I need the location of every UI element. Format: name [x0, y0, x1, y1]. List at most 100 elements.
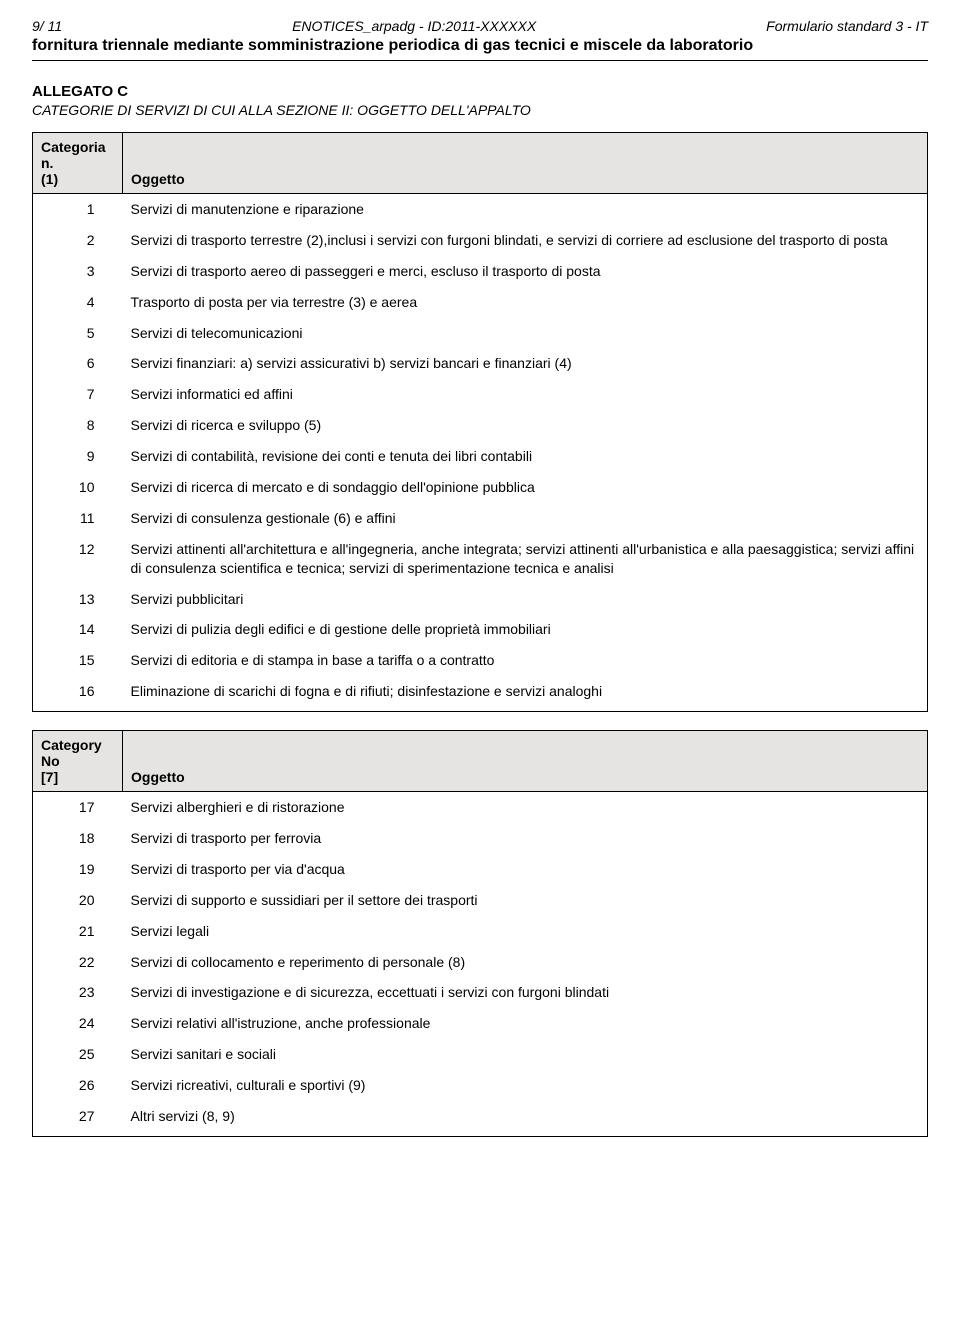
table-row: 6Servizi finanziari: a) servizi assicura…: [33, 348, 928, 379]
row-number: 9: [33, 441, 123, 472]
row-number: 4: [33, 287, 123, 318]
table-row: 24Servizi relativi all'istruzione, anche…: [33, 1008, 928, 1039]
table1-head-col1: Categoria n. (1): [33, 133, 123, 194]
row-text: Servizi di trasporto aereo di passeggeri…: [123, 256, 928, 287]
row-number: 3: [33, 256, 123, 287]
row-text: Servizi informatici ed affini: [123, 379, 928, 410]
row-number: 10: [33, 472, 123, 503]
row-text: Servizi di collocamento e reperimento di…: [123, 947, 928, 978]
row-text: Servizi attinenti all'architettura e all…: [123, 534, 928, 584]
row-number: 25: [33, 1039, 123, 1070]
row-text: Servizi sanitari e sociali: [123, 1039, 928, 1070]
header-right: Formulario standard 3 - IT: [766, 18, 928, 34]
table2-head-line2: [7]: [41, 769, 114, 785]
row-text: Servizi di investigazione e di sicurezza…: [123, 977, 928, 1008]
table-row: 13Servizi pubblicitari: [33, 584, 928, 615]
row-number: 21: [33, 916, 123, 947]
row-text: Servizi di ricerca e sviluppo (5): [123, 410, 928, 441]
row-text: Servizi di supporto e sussidiari per il …: [123, 885, 928, 916]
table-row: 18Servizi di trasporto per ferrovia: [33, 823, 928, 854]
table2-head-col1: Category No [7]: [33, 731, 123, 792]
row-number: 20: [33, 885, 123, 916]
row-number: 26: [33, 1070, 123, 1101]
row-text: Servizi di pulizia degli edifici e di ge…: [123, 614, 928, 645]
table-row: 3Servizi di trasporto aereo di passegger…: [33, 256, 928, 287]
row-text: Servizi legali: [123, 916, 928, 947]
table-row: 12Servizi attinenti all'architettura e a…: [33, 534, 928, 584]
header-center: ENOTICES_arpadg - ID:2011-XXXXXX: [292, 18, 536, 34]
allegato-label: ALLEGATO C: [32, 83, 928, 100]
table-row: 20Servizi di supporto e sussidiari per i…: [33, 885, 928, 916]
row-number: 27: [33, 1101, 123, 1136]
table-row: 14Servizi di pulizia degli edifici e di …: [33, 614, 928, 645]
row-number: 7: [33, 379, 123, 410]
row-text: Eliminazione di scarichi di fogna e di r…: [123, 676, 928, 711]
table-row: 27Altri servizi (8, 9): [33, 1101, 928, 1136]
page-number: 9/ 11: [32, 18, 62, 34]
row-number: 2: [33, 225, 123, 256]
row-text: Servizi di trasporto per via d'acqua: [123, 854, 928, 885]
row-number: 17: [33, 792, 123, 823]
row-number: 19: [33, 854, 123, 885]
document-title: fornitura triennale mediante somministra…: [32, 36, 928, 56]
row-text: Servizi di editoria e di stampa in base …: [123, 645, 928, 676]
row-text: Servizi relativi all'istruzione, anche p…: [123, 1008, 928, 1039]
category-table-2: Category No [7] Oggetto 17Servizi alberg…: [32, 730, 928, 1137]
row-number: 15: [33, 645, 123, 676]
page: 9/ 11 ENOTICES_arpadg - ID:2011-XXXXXX F…: [0, 0, 960, 1185]
row-text: Trasporto di posta per via terrestre (3)…: [123, 287, 928, 318]
table-row: 23Servizi di investigazione e di sicurez…: [33, 977, 928, 1008]
row-text: Servizi ricreativi, culturali e sportivi…: [123, 1070, 928, 1101]
table-row: 26Servizi ricreativi, culturali e sporti…: [33, 1070, 928, 1101]
table-row: 1Servizi di manutenzione e riparazione: [33, 194, 928, 225]
row-number: 6: [33, 348, 123, 379]
row-number: 18: [33, 823, 123, 854]
table-row: 25Servizi sanitari e sociali: [33, 1039, 928, 1070]
row-text: Servizi finanziari: a) servizi assicurat…: [123, 348, 928, 379]
row-text: Servizi pubblicitari: [123, 584, 928, 615]
table-row: 5Servizi di telecomunicazioni: [33, 318, 928, 349]
row-text: Servizi di ricerca di mercato e di sonda…: [123, 472, 928, 503]
table-row: 16Eliminazione di scarichi di fogna e di…: [33, 676, 928, 711]
row-text: Servizi di contabilità, revisione dei co…: [123, 441, 928, 472]
table-row: 17Servizi alberghieri e di ristorazione: [33, 792, 928, 823]
row-number: 1: [33, 194, 123, 225]
row-text: Servizi di trasporto terrestre (2),inclu…: [123, 225, 928, 256]
table1-head-line2: (1): [41, 171, 114, 187]
table-row: 2Servizi di trasporto terrestre (2),incl…: [33, 225, 928, 256]
row-number: 14: [33, 614, 123, 645]
row-text: Altri servizi (8, 9): [123, 1101, 928, 1136]
row-number: 12: [33, 534, 123, 584]
table1-head-col2: Oggetto: [123, 133, 928, 194]
row-text: Servizi di manutenzione e riparazione: [123, 194, 928, 225]
table-row: 9Servizi di contabilità, revisione dei c…: [33, 441, 928, 472]
row-number: 13: [33, 584, 123, 615]
category-table-1: Categoria n. (1) Oggetto 1Servizi di man…: [32, 132, 928, 712]
table1-head-line1: Categoria n.: [41, 139, 114, 171]
row-number: 8: [33, 410, 123, 441]
table-row: 11Servizi di consulenza gestionale (6) e…: [33, 503, 928, 534]
row-number: 22: [33, 947, 123, 978]
row-number: 16: [33, 676, 123, 711]
row-text: Servizi di trasporto per ferrovia: [123, 823, 928, 854]
table-row: 10Servizi di ricerca di mercato e di son…: [33, 472, 928, 503]
allegato-subtitle: CATEGORIE DI SERVIZI DI CUI ALLA SEZIONE…: [32, 102, 928, 118]
row-number: 11: [33, 503, 123, 534]
row-number: 24: [33, 1008, 123, 1039]
table-row: 4Trasporto di posta per via terrestre (3…: [33, 287, 928, 318]
row-text: Servizi alberghieri e di ristorazione: [123, 792, 928, 823]
row-text: Servizi di telecomunicazioni: [123, 318, 928, 349]
table-row: 8Servizi di ricerca e sviluppo (5): [33, 410, 928, 441]
table-row: 19Servizi di trasporto per via d'acqua: [33, 854, 928, 885]
table2-head-col2: Oggetto: [123, 731, 928, 792]
divider: [32, 60, 928, 61]
row-text: Servizi di consulenza gestionale (6) e a…: [123, 503, 928, 534]
table2-head-line1: Category No: [41, 737, 114, 769]
row-number: 5: [33, 318, 123, 349]
table-row: 21Servizi legali: [33, 916, 928, 947]
table-row: 15Servizi di editoria e di stampa in bas…: [33, 645, 928, 676]
page-header: 9/ 11 ENOTICES_arpadg - ID:2011-XXXXXX F…: [32, 18, 928, 34]
table-row: 7Servizi informatici ed affini: [33, 379, 928, 410]
table-row: 22Servizi di collocamento e reperimento …: [33, 947, 928, 978]
row-number: 23: [33, 977, 123, 1008]
